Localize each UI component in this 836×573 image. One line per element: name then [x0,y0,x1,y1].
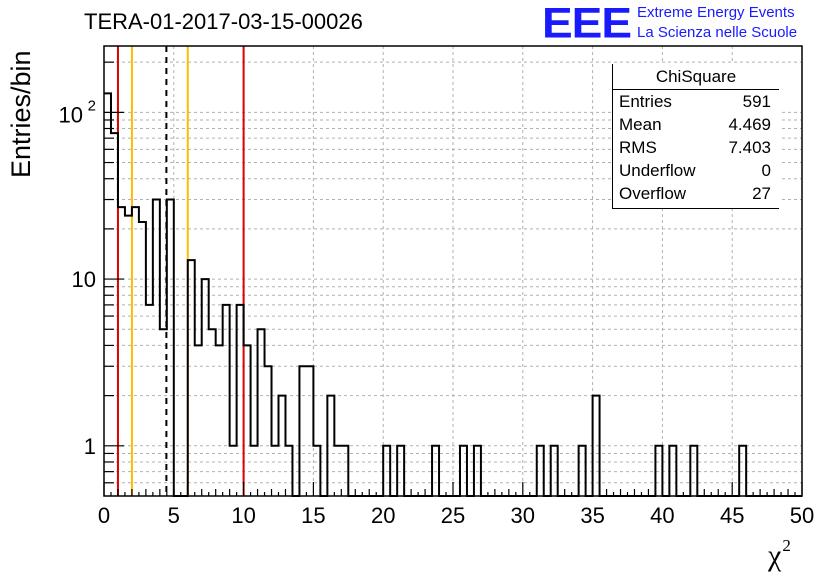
stats-value: 0 [761,161,771,180]
y-axis: 1 10 10 2 [59,61,124,484]
logo-line-2: La Scienza nelle Scuole [637,24,798,41]
x-axis: 0 5 10 15 20 25 30 35 40 45 50 [98,482,814,528]
stats-row-entries: Entries 591 [619,92,771,114]
stats-row-overflow: Overflow 27 [619,184,771,206]
stats-key: RMS [619,138,657,157]
y-tick-label-exponent: 2 [88,97,96,114]
stats-row-mean: Mean 4.469 [619,115,771,137]
reference-lines [116,46,245,496]
x-axis-label-base: χ [768,539,782,572]
y-tick-label: 1 [84,434,96,459]
x-tick-label: 40 [650,503,674,528]
x-tick-label: 35 [580,503,604,528]
stats-value: 7.403 [728,138,771,157]
x-tick-label: 15 [301,503,325,528]
x-axis-label: χ2 [768,536,791,573]
x-tick-label: 45 [720,503,744,528]
stats-key: Entries [619,92,672,111]
x-tick-label: 10 [231,503,255,528]
x-axis-label-sup: 2 [782,536,791,555]
logo-line-1: Extreme Energy Events [637,4,795,21]
stats-divider [613,89,779,90]
x-tick-label: 0 [98,503,110,528]
eee-logo: EEE [542,0,632,47]
y-tick-label: 10 [72,267,96,292]
stats-key: Mean [619,115,662,134]
stats-value: 27 [752,184,771,203]
x-tick-label: 25 [441,503,465,528]
stats-key: Underflow [619,161,696,180]
y-axis-label: Entries/bin [6,50,36,178]
x-tick-label: 50 [790,503,814,528]
stats-value: 591 [742,92,771,111]
stats-value: 4.469 [728,115,771,134]
x-tick-label: 20 [371,503,395,528]
y-tick-label: 10 [59,102,83,127]
stats-title: ChiSquare [655,67,737,86]
stats-key: Overflow [619,184,687,203]
stats-box: ChiSquare Entries 591 Mean 4.469 RMS 7.4… [612,64,779,209]
x-tick-label: 30 [511,503,535,528]
stats-row-underflow: Underflow 0 [619,161,771,183]
stats-row-rms: RMS 7.403 [619,138,771,160]
x-tick-label: 5 [168,503,180,528]
chart-title: TERA-01-2017-03-15-00026 [84,9,363,34]
